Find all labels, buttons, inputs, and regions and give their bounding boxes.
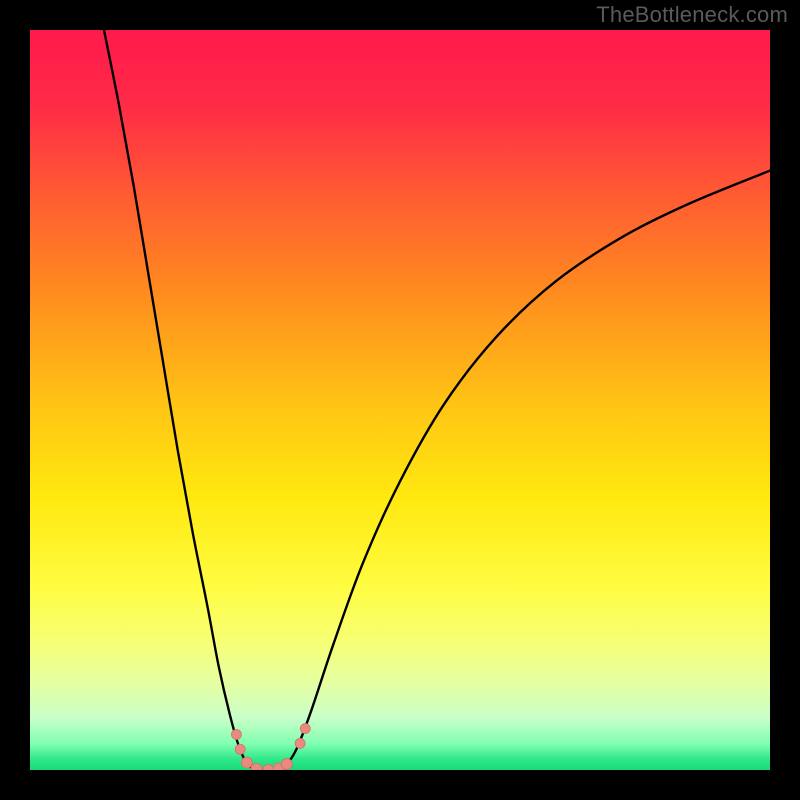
curve-marker — [300, 724, 310, 734]
curve-marker — [241, 757, 252, 768]
bottleneck-curve-chart — [30, 30, 770, 770]
curve-marker — [231, 729, 241, 739]
curve-marker — [235, 744, 245, 754]
plot-background — [30, 30, 770, 770]
curve-marker — [281, 759, 292, 770]
curve-marker — [295, 738, 305, 748]
chart-container: TheBottleneck.com — [0, 0, 800, 800]
watermark-text: TheBottleneck.com — [596, 2, 788, 28]
